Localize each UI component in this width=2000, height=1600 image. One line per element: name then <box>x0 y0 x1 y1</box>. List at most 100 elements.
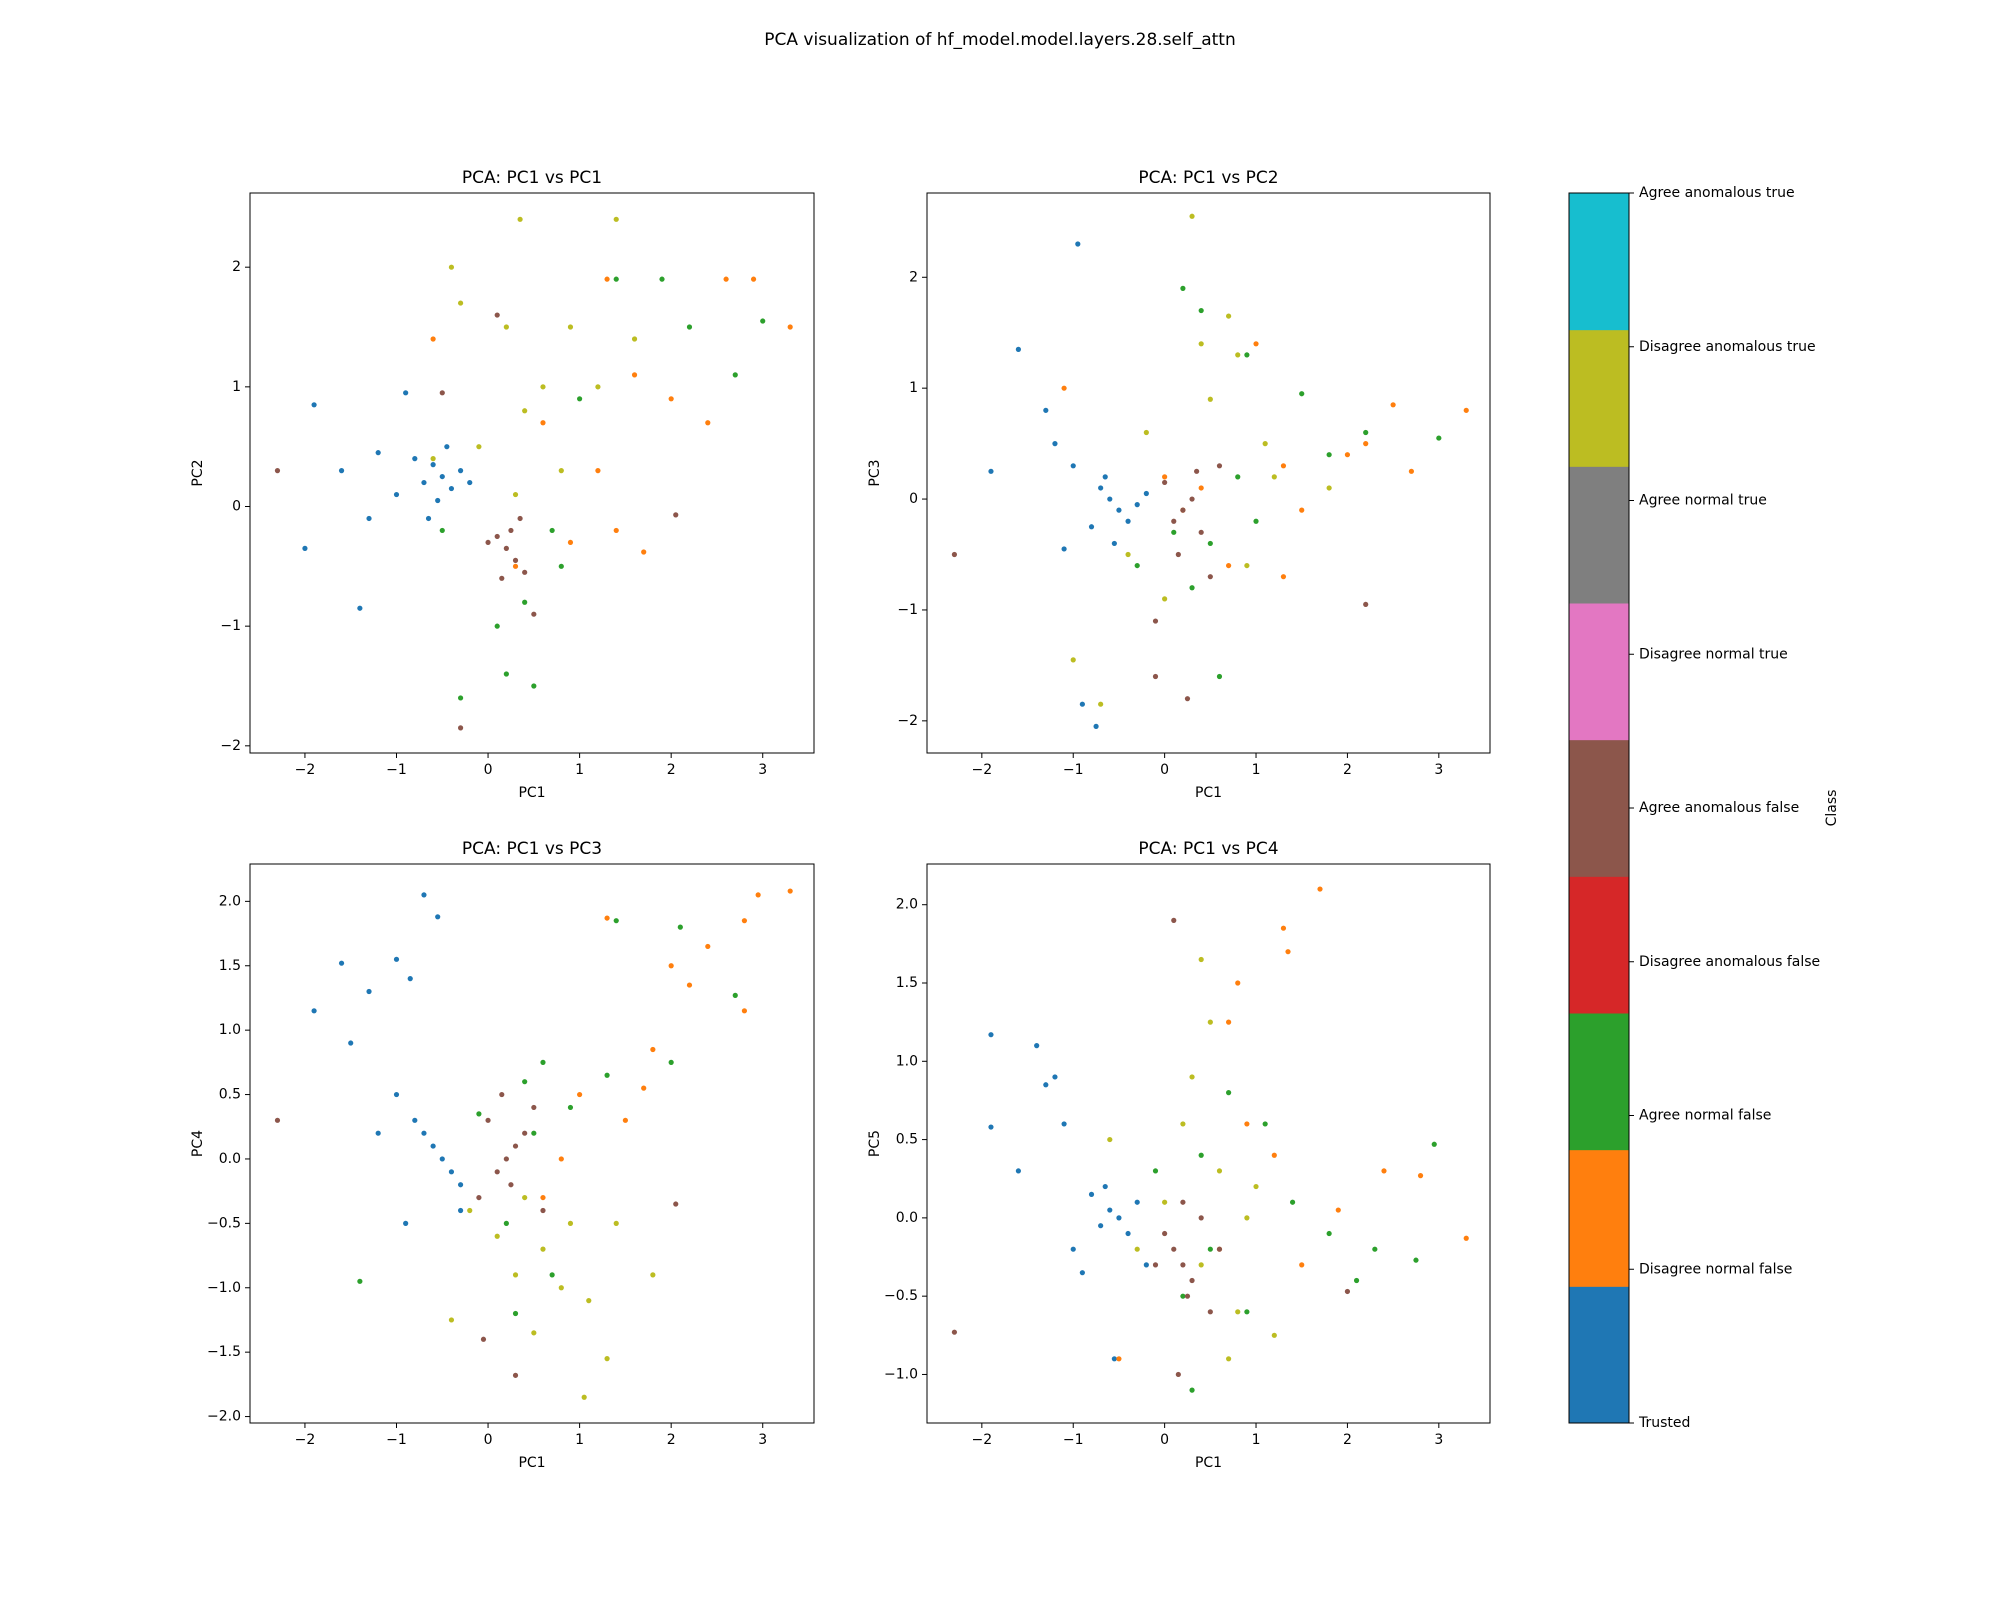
point <box>1344 452 1351 458</box>
point <box>1244 1121 1250 1127</box>
point <box>393 491 400 498</box>
point <box>311 1008 317 1014</box>
point <box>988 1032 994 1038</box>
colorbar-band <box>1569 329 1629 467</box>
point <box>641 549 647 555</box>
point <box>494 1169 500 1175</box>
point <box>1207 540 1213 547</box>
point <box>531 1130 537 1136</box>
point <box>586 1298 592 1304</box>
point <box>467 479 473 486</box>
point <box>604 1355 610 1362</box>
colorbar-band <box>1569 1149 1629 1287</box>
point <box>1102 474 1108 480</box>
point <box>1052 441 1058 447</box>
x-tick-label: −1 <box>1063 1432 1084 1448</box>
point <box>448 264 455 270</box>
point <box>1015 1168 1021 1174</box>
point <box>412 1117 418 1123</box>
point <box>988 1124 994 1130</box>
point <box>375 1130 381 1136</box>
point <box>512 1272 519 1278</box>
y-tick-label: 0.5 <box>896 1132 918 1148</box>
point <box>531 611 537 617</box>
point <box>439 473 445 480</box>
point <box>1189 496 1195 502</box>
point <box>1262 441 1268 447</box>
point <box>1198 1152 1204 1158</box>
point <box>1088 1191 1095 1197</box>
point <box>1093 723 1099 729</box>
x-tick-label: 1 <box>1252 1432 1261 1448</box>
point <box>540 1194 546 1201</box>
point <box>567 324 574 330</box>
point <box>425 515 432 522</box>
point <box>274 468 281 474</box>
x-tick-label: 2 <box>667 1432 676 1448</box>
point <box>1253 341 1259 347</box>
point <box>1335 1207 1341 1213</box>
colorbar-band <box>1569 193 1629 331</box>
point <box>1463 407 1469 413</box>
y-tick-label: 1 <box>232 379 241 395</box>
point <box>567 1220 574 1226</box>
point <box>1061 546 1067 552</box>
point <box>686 324 693 330</box>
point <box>760 318 766 324</box>
x-tick-label: 2 <box>1343 762 1352 778</box>
point <box>531 1104 537 1111</box>
x-tick-label: −1 <box>1063 762 1084 778</box>
axes-frame <box>926 863 1491 1424</box>
y-tick-label: −1 <box>897 602 918 618</box>
point <box>1134 502 1140 508</box>
point <box>1271 1332 1277 1338</box>
point <box>1363 601 1369 608</box>
point <box>1180 285 1186 291</box>
point <box>494 312 500 318</box>
point <box>512 1310 519 1317</box>
y-tick-label: −0.5 <box>884 1288 918 1304</box>
point <box>1244 562 1250 569</box>
point <box>750 276 757 282</box>
point <box>1326 452 1332 458</box>
point <box>499 1091 505 1098</box>
point <box>1207 574 1213 580</box>
point <box>540 1207 546 1214</box>
point <box>1075 241 1081 247</box>
point <box>1043 407 1049 413</box>
point <box>1280 925 1287 931</box>
point <box>338 468 345 474</box>
x-tick-label: 0 <box>1160 762 1169 778</box>
point <box>531 683 537 689</box>
point <box>1285 949 1291 955</box>
point <box>457 725 464 731</box>
point <box>1107 496 1113 502</box>
y-axis-label: PC4 <box>190 1130 206 1157</box>
point <box>581 1394 587 1400</box>
point <box>1216 1168 1223 1174</box>
x-tick-label: 3 <box>1434 1432 1443 1448</box>
subplot-title: PCA: PC1 vs PC1 <box>462 168 602 188</box>
point <box>604 276 610 282</box>
y-tick-label: 2 <box>909 269 918 285</box>
colorbar-tick-label: Trusted <box>1638 1415 1690 1431</box>
point <box>1326 485 1332 491</box>
point <box>641 1085 647 1091</box>
point <box>1162 1199 1168 1205</box>
point <box>311 402 317 408</box>
point <box>1408 468 1414 474</box>
point <box>1436 435 1442 441</box>
point <box>439 390 445 396</box>
point <box>677 924 683 930</box>
point <box>485 539 491 546</box>
point <box>1111 540 1117 547</box>
point <box>421 892 427 898</box>
point <box>1034 1043 1040 1049</box>
point <box>595 384 601 390</box>
point <box>1171 1246 1177 1252</box>
point <box>1198 485 1204 491</box>
point <box>1107 1136 1113 1143</box>
x-tick-label: 3 <box>1434 762 1443 778</box>
point <box>1189 1387 1195 1393</box>
